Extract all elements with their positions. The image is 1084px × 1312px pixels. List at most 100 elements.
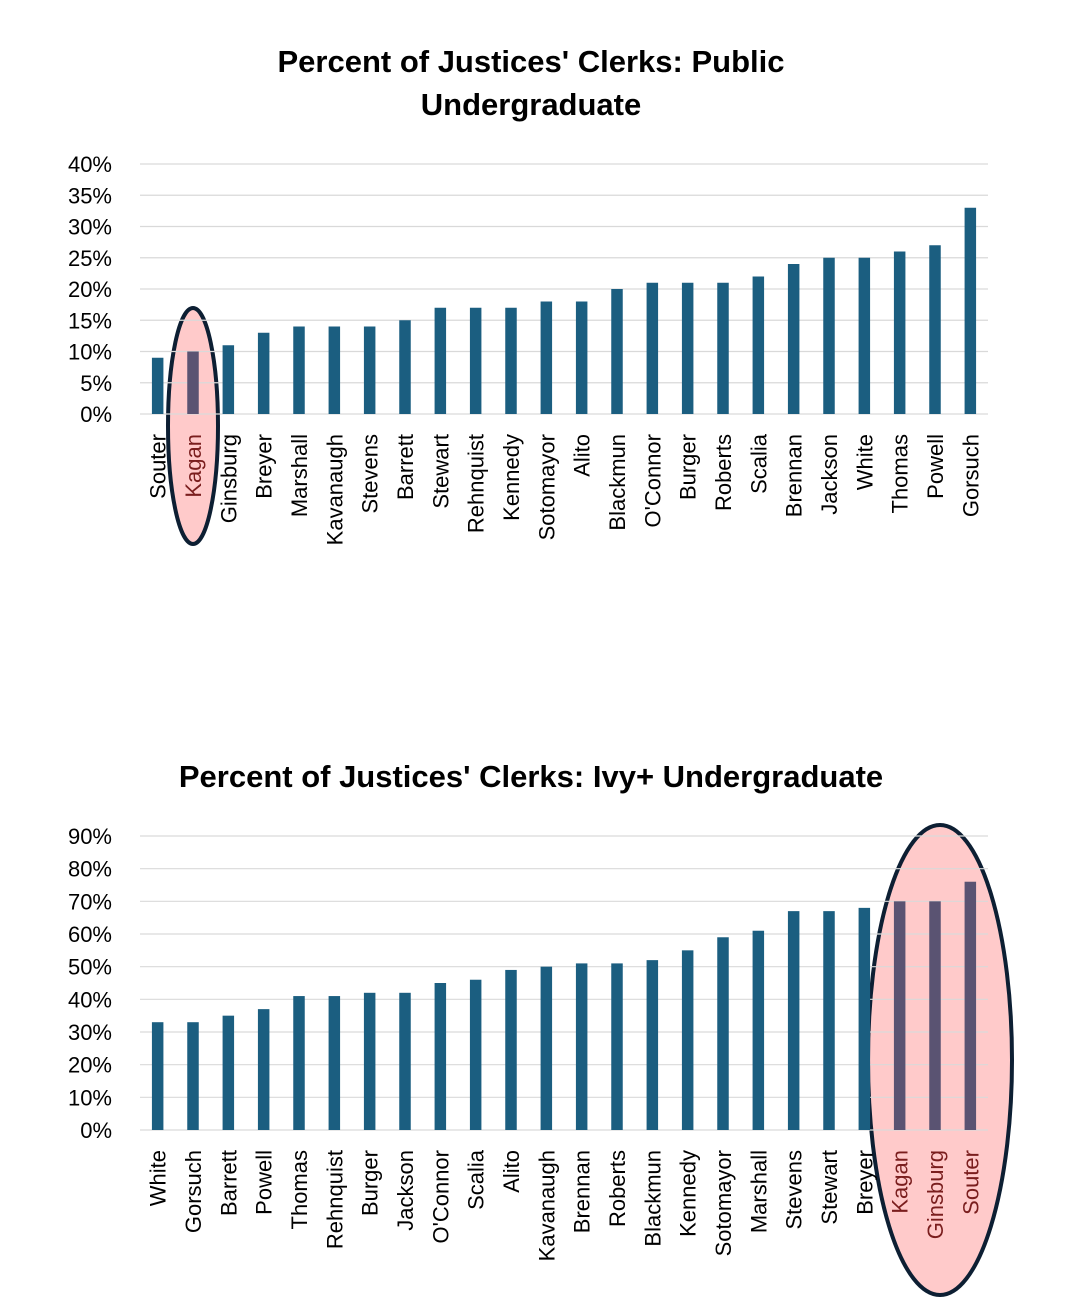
public-y-tick-label: 0% [80, 402, 112, 427]
public-y-tick-label: 5% [80, 371, 112, 396]
ivy-bar-barrett [222, 1015, 235, 1130]
public-bar-thomas [893, 251, 906, 414]
public-bar-ginsburg [222, 345, 235, 414]
ivy-y-tick-label: 90% [68, 824, 112, 849]
public-bar-alito [575, 301, 588, 414]
ivy-bar-powell [257, 1009, 270, 1130]
public-bar-rehnquist [469, 307, 482, 414]
public-bar-white [858, 257, 871, 414]
ivy-y-tick-label: 30% [68, 1020, 112, 1045]
public-category-label: Powell [923, 434, 948, 499]
ivy-y-tick-label: 50% [68, 955, 112, 980]
public-category-label: Kavanaugh [322, 434, 347, 545]
ivy-category-label: White [146, 1150, 171, 1206]
public-category-label: Burger [676, 434, 701, 500]
public-category-label: O'Connor [640, 434, 665, 527]
ivy-category-label: Roberts [605, 1150, 630, 1227]
public-y-tick-label: 10% [68, 340, 112, 365]
ivy-bar-rehnquist [328, 996, 341, 1130]
ivy-category-label: Ginsburg [923, 1150, 948, 1239]
public-category-label: Marshall [287, 434, 312, 517]
public-category-label: Barrett [393, 434, 418, 500]
ivy-bar-roberts [611, 963, 623, 1130]
public-y-tick-label: 15% [68, 308, 112, 333]
public-bar-stevens [363, 326, 376, 414]
public-bar-breyer [257, 332, 270, 414]
public-category-label: Jackson [817, 434, 842, 515]
ivy-category-label: Kavanaugh [534, 1150, 559, 1261]
ivy-bar-stevens [787, 911, 800, 1130]
public-bar-roberts [717, 282, 729, 414]
ivy-category-label: Burger [358, 1150, 383, 1216]
public-bar-blackmun [611, 289, 623, 414]
public-category-label: Thomas [888, 434, 913, 513]
public-category-label: Blackmun [605, 434, 630, 531]
public-category-label: Kennedy [499, 434, 524, 521]
ivy-category-label: Rehnquist [322, 1150, 347, 1249]
public-y-tick-label: 35% [68, 183, 112, 208]
ivy-category-label: Marshall [746, 1150, 771, 1233]
public-category-label: Sotomayor [534, 434, 559, 540]
ivy-category-label: Stewart [817, 1150, 842, 1225]
public-bar-oconnor [646, 282, 659, 414]
ivy-category-label: Kagan [888, 1150, 913, 1214]
ivy-y-tick-label: 10% [68, 1085, 112, 1110]
public-bar-brennan [787, 264, 800, 414]
public-bar-scalia [752, 276, 765, 414]
ivy-category-label: Blackmun [640, 1150, 665, 1247]
ivy-category-label: Breyer [852, 1150, 877, 1215]
public-y-tick-label: 25% [68, 246, 112, 271]
public-bar-kennedy [505, 307, 517, 414]
public-category-label: Stevens [358, 434, 383, 514]
ivy-category-label: O'Connor [428, 1150, 453, 1243]
ivy-bar-kennedy [681, 950, 694, 1130]
public-bar-barrett [399, 320, 411, 414]
public-category-label: Rehnquist [464, 434, 489, 533]
ivy-bar-sotomayor [717, 937, 729, 1130]
ivy-bar-scalia [469, 979, 482, 1130]
public-bar-jackson [823, 257, 835, 414]
ivy-bar-ginsburg [929, 901, 941, 1130]
ivy-y-tick-label: 40% [68, 987, 112, 1012]
public-bar-souter [151, 357, 164, 414]
ivy-y-tick-label: 80% [68, 857, 112, 882]
public-category-label: Alito [570, 434, 595, 477]
public-category-label: Ginsburg [216, 434, 241, 523]
ivy-category-label: Brennan [570, 1150, 595, 1233]
public-category-label: Stewart [428, 434, 453, 509]
ivy-category-label: Jackson [393, 1150, 418, 1231]
ivy-bar-kavanaugh [540, 966, 553, 1130]
public-chart-title-line-2: Undergraduate [421, 87, 641, 122]
public-category-label: Kagan [181, 434, 206, 498]
ivy-category-label: Sotomayor [711, 1150, 736, 1256]
public-bar-sotomayor [540, 301, 553, 414]
ivy-bar-marshall [752, 930, 765, 1130]
public-y-tick-label: 40% [68, 152, 112, 177]
public-category-label: Breyer [252, 434, 277, 499]
ivy-category-label: Scalia [464, 1149, 489, 1210]
ivy-bar-souter [964, 881, 977, 1130]
public-category-label: Souter [146, 434, 171, 499]
ivy-bar-burger [363, 992, 376, 1130]
public-category-label: Scalia [746, 433, 771, 494]
ivy-category-label: Thomas [287, 1150, 312, 1229]
ivy-category-label: Stevens [782, 1150, 807, 1230]
public-highlight-ellipse-1 [166, 306, 220, 546]
ivy-category-label: Powell [252, 1150, 277, 1215]
ivy-bar-oconnor [434, 983, 447, 1130]
ivy-bar-brennan [575, 963, 588, 1130]
public-y-tick-label: 20% [68, 277, 112, 302]
ivy-y-tick-label: 60% [68, 922, 112, 947]
ivy-y-tick-label: 70% [68, 889, 112, 914]
ivy-category-label: Alito [499, 1150, 524, 1193]
ivy-bar-kagan [893, 901, 906, 1130]
public-y-tick-label: 30% [68, 215, 112, 240]
public-bar-stewart [434, 307, 447, 414]
ivy-category-label: Kennedy [676, 1150, 701, 1237]
ivy-bar-blackmun [646, 960, 659, 1130]
public-category-label: White [852, 434, 877, 490]
ivy-category-label: Souter [958, 1150, 983, 1215]
ivy-y-tick-label: 0% [80, 1118, 112, 1143]
public-category-label: Brennan [782, 434, 807, 517]
public-chart-title-line-1: Percent of Justices' Clerks: Public [277, 44, 784, 79]
